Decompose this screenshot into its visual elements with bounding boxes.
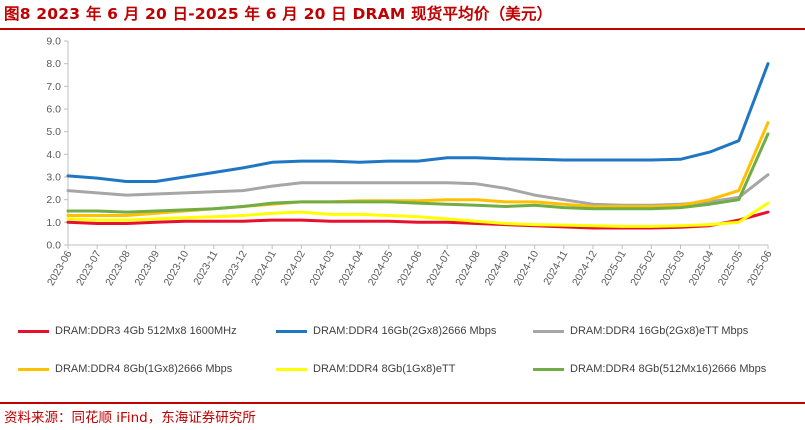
series-line-6 — [66, 132, 770, 214]
y-axis: 0.0 1.0 2.0 3.0 4.0 5.0 6.0 7.0 8.0 9.0 — [46, 36, 69, 252]
y-tick-label: 7.0 — [46, 81, 61, 93]
x-tick-label: 2024-09 — [482, 248, 512, 288]
title-divider — [0, 28, 805, 30]
x-tick-label: 2023-10 — [162, 248, 192, 288]
x-tick-label: 2024-12 — [570, 248, 600, 288]
legend-item-5: DRAM:DDR4 8Gb(1Gx8)eTT — [276, 360, 455, 378]
x-axis: 2023-06 2023-07 2023-08 2023-09 2023-10 2023-… — [45, 244, 775, 288]
x-tick-label: 2024-10 — [512, 248, 542, 288]
x-tick-label: 2024-11 — [541, 248, 570, 287]
legend-label: DRAM:DDR3 4Gb 512Mx8 1600MHz — [55, 325, 237, 337]
legend-label: DRAM:DDR4 8Gb(1Gx8)eTT — [313, 363, 456, 375]
x-tick-label: 2025-05 — [716, 248, 746, 288]
series-line-4 — [66, 121, 770, 217]
series-line-5 — [66, 201, 770, 228]
x-tick-label: 2023-11 — [191, 248, 220, 287]
x-tick-label: 2024-06 — [395, 248, 425, 288]
line-chart: 0.01.02.03.04.05.06.07.08.09.0 2023-06 20… — [45, 36, 775, 288]
x-tick-label: 2025-01 — [599, 248, 629, 288]
legend-swatch — [18, 329, 49, 333]
x-tick-label: 2025-03 — [657, 248, 687, 288]
chart-legend: DRAM:DDR3 4Gb 512Mx8 1600MHz DRAM:DDR4 16… — [0, 316, 805, 396]
y-tick-label: 1.0 — [46, 217, 61, 229]
source-divider — [0, 402, 805, 404]
legend-swatch — [533, 367, 564, 371]
x-tick-label: 2024-05 — [366, 248, 396, 288]
x-tick-label: 2024-02 — [278, 248, 308, 288]
y-tick-label: 4.0 — [46, 149, 61, 161]
y-tick-label: 3.0 — [46, 172, 61, 184]
x-tick-label: 2023-09 — [132, 248, 162, 288]
y-tick-label: 5.0 — [46, 126, 61, 138]
y-tick-label: 8.0 — [46, 58, 61, 70]
x-tick-label: 2024-03 — [307, 248, 337, 288]
x-tick-label: 2024-07 — [424, 248, 454, 288]
legend-item-1: DRAM:DDR3 4Gb 512Mx8 1600MHz — [18, 322, 237, 340]
legend-item-4: DRAM:DDR4 8Gb(1Gx8)2666 Mbps — [18, 360, 232, 378]
x-tick-label: 2023-06 — [45, 248, 75, 288]
x-tick-label: 2025-02 — [628, 248, 658, 288]
page-title: 图8 2023 年 6 月 20 日-2025 年 6 月 20 日 DRAM … — [4, 5, 553, 23]
x-tick-label: 2023-08 — [103, 248, 133, 288]
legend-label: DRAM:DDR4 8Gb(512Mx16)2666 Mbps — [570, 363, 767, 375]
x-tick-label: 2023-12 — [220, 248, 250, 288]
legend-item-6: DRAM:DDR4 8Gb(512Mx16)2666 Mbps — [533, 360, 766, 378]
legend-item-3: DRAM:DDR4 16Gb(2Gx8)eTT Mbps — [533, 322, 748, 340]
y-tick-label: 9.0 — [46, 36, 61, 48]
legend-item-2: DRAM:DDR4 16Gb(2Gx8)2666 Mbps — [276, 322, 496, 340]
series-layer — [66, 62, 770, 230]
legend-swatch — [533, 329, 564, 333]
series-line-1 — [66, 210, 770, 230]
x-tick-label: 2024-04 — [337, 248, 367, 288]
x-tick-label: 2024-08 — [453, 248, 483, 288]
legend-swatch — [276, 329, 307, 333]
source-note: 资料来源：同花顺 iFind，东海证券研究所 — [4, 410, 256, 426]
legend-label: DRAM:DDR4 16Gb(2Gx8)2666 Mbps — [313, 325, 497, 337]
y-tick-label: 2.0 — [46, 194, 61, 206]
legend-label: DRAM:DDR4 16Gb(2Gx8)eTT Mbps — [570, 325, 749, 337]
x-tick-label: 2023-07 — [74, 248, 104, 288]
x-tick-label: 2024-01 — [249, 248, 279, 288]
x-tick-label: 2025-04 — [687, 248, 717, 288]
legend-swatch — [18, 367, 49, 371]
series-line-2 — [66, 62, 770, 183]
legend-swatch — [276, 367, 307, 371]
legend-label: DRAM:DDR4 8Gb(1Gx8)2666 Mbps — [55, 363, 233, 375]
y-tick-label: 6.0 — [46, 104, 61, 116]
x-tick-label: 2025-06 — [745, 248, 775, 288]
y-tick-label: 0.0 — [46, 240, 61, 252]
